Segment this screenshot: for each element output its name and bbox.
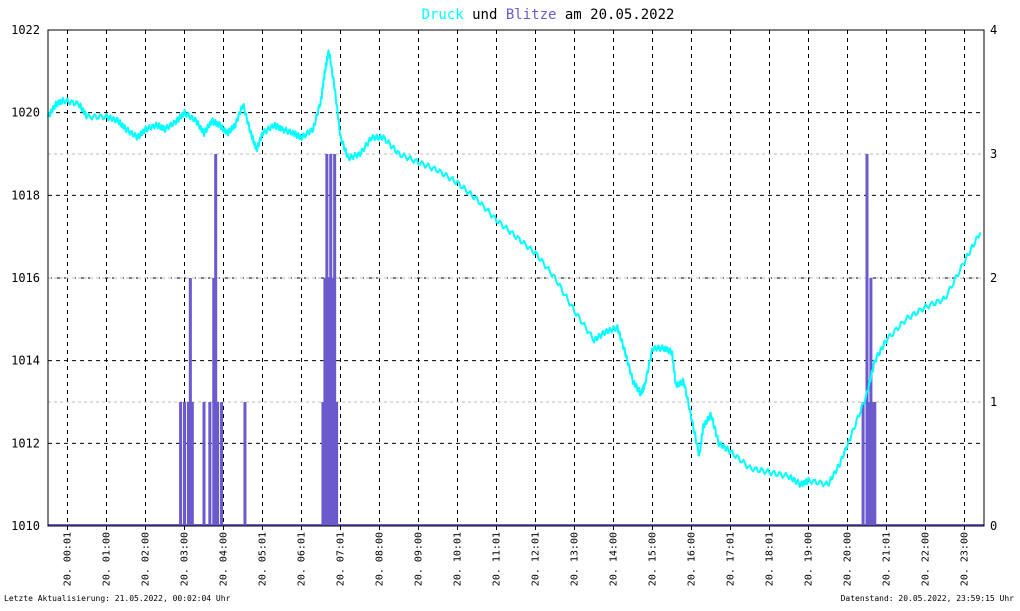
- title-date: am 20.05.2022: [556, 7, 674, 23]
- footer-last-update: Letzte Aktualisierung: 21.05.2022, 00:02…: [4, 594, 231, 603]
- x-tick-label: 20. 01:00: [102, 532, 113, 586]
- y-tick-label: 1014: [11, 354, 40, 368]
- lightning-bar: [333, 154, 337, 526]
- x-tick-label: 20. 14:00: [609, 532, 620, 586]
- lightning-series: [48, 154, 984, 526]
- x-tick-label: 20. 20:00: [843, 532, 854, 586]
- lightning-bar: [208, 402, 212, 526]
- axes: 1010 1012 1014 1016 1018 1020 1022 0 1 2 3 4 20. 00:…: [11, 23, 997, 586]
- y2-tick-label: 1: [990, 395, 997, 409]
- lightning-bar: [861, 402, 865, 526]
- x-tick-label: 20. 15:00: [648, 532, 659, 586]
- x-tick-label: 20. 23:00: [960, 532, 971, 586]
- lightning-bar: [183, 402, 186, 526]
- y2-tick-label: 2: [990, 271, 997, 285]
- pressure-series: [47, 49, 982, 488]
- footer-data-status: Datenstand: 20.05.2022, 23:59:15 Uhr: [841, 594, 1015, 603]
- lightning-bar: [331, 278, 335, 526]
- lightning-bar: [214, 154, 218, 526]
- lightning-bar: [323, 278, 327, 526]
- x-tick-label: 20. 03:00: [180, 532, 191, 586]
- x-tick-label: 20. 09:00: [414, 532, 425, 586]
- y-tick-label: 1018: [11, 188, 40, 202]
- y-tick-label: 1016: [11, 271, 40, 285]
- chart-title: Druck und Blitze am 20.05.2022: [422, 7, 675, 23]
- lightning-bar: [867, 402, 871, 526]
- lightning-bar: [873, 402, 877, 526]
- lightning-bar: [220, 402, 224, 526]
- lightning-bar: [871, 402, 875, 526]
- x-tick-label: 20. 19:00: [804, 532, 815, 586]
- x-tick-label: 20. 11:01: [492, 532, 503, 586]
- lightning-bar: [190, 402, 194, 526]
- x-tick-label: 20. 08:00: [375, 532, 386, 586]
- y-tick-label: 1012: [11, 436, 40, 450]
- lightning-bar: [212, 278, 216, 526]
- lightning-bar: [869, 278, 873, 526]
- lightning-bar: [216, 402, 220, 526]
- x-tick-label: 20. 16:00: [687, 532, 698, 586]
- lightning-bar: [335, 402, 339, 526]
- x-tick-label: 20. 07:01: [336, 532, 347, 586]
- lightning-bar: [186, 402, 190, 526]
- pressure-line: [47, 49, 982, 488]
- x-tick-label: 20. 02:00: [141, 532, 152, 586]
- y-tick-label: 1010: [11, 519, 40, 533]
- y2-tick-label: 0: [990, 519, 997, 533]
- x-tick-label: 20. 18:01: [765, 532, 776, 586]
- x-tick-label: 20. 05:01: [258, 532, 269, 586]
- lightning-bar: [325, 154, 329, 526]
- x-tick-label: 20. 17:01: [726, 532, 737, 586]
- lightning-bar: [321, 402, 325, 526]
- y2-tick-label: 3: [990, 147, 997, 161]
- lightning-bar: [329, 154, 333, 526]
- lightning-bar: [865, 154, 869, 526]
- x-tick-label: 20. 12:01: [531, 532, 542, 586]
- title-und: und: [464, 7, 506, 23]
- y2-tick-label: 4: [990, 23, 997, 37]
- lightning-bar: [179, 402, 183, 526]
- y-tick-label: 1022: [11, 23, 40, 37]
- y-tick-label: 1020: [11, 106, 40, 120]
- x-tick-label: 20. 06:01: [297, 532, 308, 586]
- title-blitze: Blitze: [506, 7, 557, 23]
- plot-frame: [47, 29, 985, 527]
- x-tick-label: 20. 13:00: [570, 532, 581, 586]
- x-tick-label: 20. 22:00: [921, 532, 932, 586]
- x-tick-label: 20. 04:00: [219, 532, 230, 586]
- x-tick-label: 20. 10:01: [453, 532, 464, 586]
- x-tick-label: 20. 00:01: [63, 532, 74, 586]
- lightning-bar: [327, 278, 331, 526]
- title-druck: Druck: [422, 7, 465, 23]
- lightning-bar: [243, 402, 247, 526]
- x-tick-label: 20. 21:01: [882, 532, 893, 586]
- lightning-bar: [188, 278, 192, 526]
- lightning-bar: [202, 402, 206, 526]
